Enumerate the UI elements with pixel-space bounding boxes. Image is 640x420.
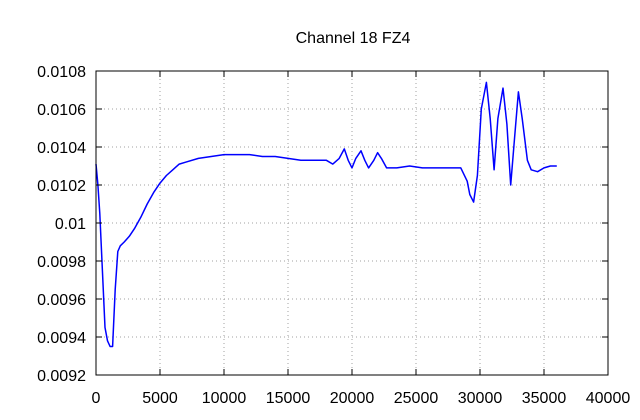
y-tick-label: 0.0104 xyxy=(37,140,86,157)
series-line-1 xyxy=(95,81,557,348)
grid-lines xyxy=(96,71,608,375)
x-tick-label: 35000 xyxy=(522,390,567,407)
y-tick-label: 0.0092 xyxy=(37,368,86,385)
y-tick-label: 0.0102 xyxy=(37,178,86,195)
x-tick-label: 25000 xyxy=(394,390,439,407)
x-tick-label: 0 xyxy=(92,390,101,407)
x-tick-label: 15000 xyxy=(266,390,311,407)
x-tick-label: 40000 xyxy=(586,390,631,407)
y-tick-label: 0.0096 xyxy=(37,292,86,309)
y-tick-label: 0.0094 xyxy=(37,330,86,347)
x-tick-label: 10000 xyxy=(202,390,247,407)
x-tick-label: 5000 xyxy=(142,390,178,407)
x-tick-labels: 0 5000 10000 15000 20000 25000 30000 35000 40000 xyxy=(92,390,631,407)
x-tick-label: 20000 xyxy=(330,390,375,407)
x-tick-label: 30000 xyxy=(458,390,503,407)
y-tick-label: 0.0098 xyxy=(37,254,86,271)
y-tick-labels: 0.0092 0.0094 0.0096 0.0098 0.01 0.0102 0.0104… xyxy=(37,64,86,385)
tick-marks xyxy=(95,70,609,376)
y-tick-label: 0.0106 xyxy=(37,102,86,119)
y-tick-label: 0.0108 xyxy=(37,64,86,81)
series-layer xyxy=(95,81,557,348)
chart-title: Channel 18 FZ4 xyxy=(296,30,411,47)
y-tick-label: 0.01 xyxy=(55,216,86,233)
